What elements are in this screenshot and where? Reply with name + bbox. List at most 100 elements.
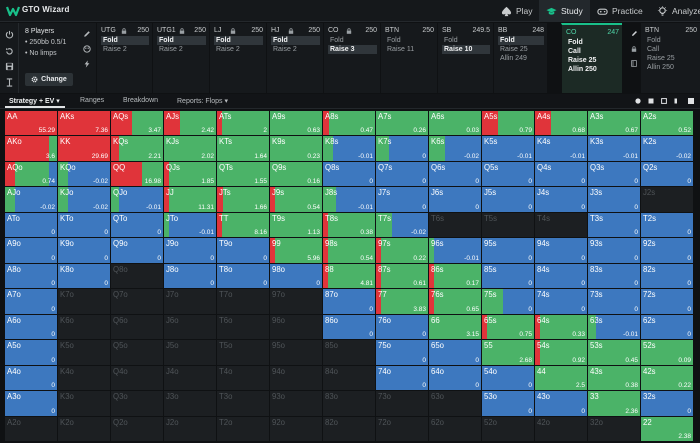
hand-cell[interactable]: KJo -0.02 [58, 187, 110, 212]
hand-cell[interactable]: 83s 0 [588, 263, 640, 289]
hand-cell[interactable]: 53o 0 [482, 391, 534, 416]
hand-cell[interactable]: A6o 0 [5, 314, 57, 340]
hand-cell[interactable]: 53s 0.45 [588, 340, 640, 365]
hand-cell[interactable]: 62o [429, 416, 481, 441]
hand-cell[interactable]: JJ 11.31 [164, 187, 216, 212]
hand-cell[interactable]: Q5s 0 [482, 161, 534, 187]
hand-cell[interactable]: A3s 0.67 [588, 111, 640, 136]
hand-cell[interactable]: 42s 0.22 [641, 365, 693, 391]
hand-cell[interactable]: T2o [217, 416, 269, 441]
book-icon[interactable] [631, 60, 637, 67]
hand-cell[interactable]: JTs 1.66 [217, 187, 269, 212]
hand-cell[interactable]: 43o 0 [535, 391, 587, 416]
hand-cell[interactable]: A5s 0.79 [482, 111, 534, 136]
hand-cell[interactable]: J6o [164, 314, 216, 340]
hand-cell[interactable]: 87s 0.61 [376, 263, 428, 289]
hand-cell[interactable]: 66 3.15 [429, 314, 481, 340]
hand-cell[interactable]: 92o [270, 416, 322, 441]
position-co-8[interactable]: CO 247 Fold Call Raise 25 Allin 250 [561, 23, 637, 93]
nav-analyze[interactable]: Analyze [650, 0, 700, 22]
hand-cell[interactable]: KK 29.69 [58, 136, 110, 161]
hand-cell[interactable]: 54s 0.92 [535, 340, 587, 365]
hand-cell[interactable]: T4s [535, 212, 587, 238]
hand-cell[interactable]: J9s 0.54 [270, 187, 322, 212]
action-option[interactable]: Fold [271, 36, 320, 45]
action-option[interactable]: Raise 11 [387, 46, 415, 53]
action-option[interactable]: Raise 3 [328, 45, 377, 54]
hand-cell[interactable]: Q5o [111, 340, 163, 365]
hand-cell[interactable]: KQs 2.21 [111, 136, 163, 161]
hand-cell[interactable]: J4o [164, 365, 216, 391]
hand-cell[interactable]: A4o 0 [5, 365, 57, 391]
hand-cell[interactable]: 86s 0.17 [429, 263, 481, 289]
hand-cell[interactable]: T9o 0 [217, 238, 269, 263]
hand-cell[interactable]: 87o 0 [323, 289, 375, 314]
tab-breakdown[interactable]: Breakdown [123, 97, 159, 104]
hand-cell[interactable]: T8s 0.38 [323, 212, 375, 238]
hand-cell[interactable]: Q6s 0 [429, 161, 481, 187]
hand-cell[interactable]: Q2o [111, 416, 163, 441]
action-option[interactable]: Raise 2 [273, 46, 297, 53]
hand-cell[interactable]: 22 2.38 [641, 416, 693, 441]
reset-icon[interactable] [5, 47, 14, 56]
hand-cell[interactable]: K9o 0 [58, 238, 110, 263]
action-option[interactable]: Fold [498, 36, 544, 45]
hand-cell[interactable]: K6o [58, 314, 110, 340]
hand-cell[interactable]: K8s -0.01 [323, 136, 375, 161]
hand-cell[interactable]: JTo -0.01 [164, 212, 216, 238]
hand-cell[interactable]: J9o 0 [164, 238, 216, 263]
action-option[interactable]: Raise 25 [500, 46, 528, 53]
logo-icon[interactable] [6, 4, 20, 18]
hand-cell[interactable]: 65s 0.75 [482, 314, 534, 340]
hand-cell[interactable]: Q3o [111, 391, 163, 416]
hand-cell[interactable]: A6s 0.03 [429, 111, 481, 136]
hand-cell[interactable]: J4s 0 [535, 187, 587, 212]
hand-cell[interactable]: Q9o 0 [111, 238, 163, 263]
hand-cell[interactable]: QTs 1.55 [217, 161, 269, 187]
hand-cell[interactable]: QJs 1.85 [164, 161, 216, 187]
lock-icon[interactable] [631, 46, 637, 52]
action-option[interactable]: Fold [214, 36, 263, 45]
hand-cell[interactable]: 85o [323, 340, 375, 365]
hand-cell[interactable]: A2o [5, 416, 57, 441]
hand-cell[interactable]: A4s 0.68 [535, 111, 587, 136]
tab-ranges[interactable]: Ranges [80, 97, 105, 104]
hand-cell[interactable]: K2o [58, 416, 110, 441]
hand-cell[interactable]: A8s 0.47 [323, 111, 375, 136]
action-option[interactable]: Allin 249 [500, 55, 527, 62]
tab-reports[interactable]: Reports: Flops ▾ [177, 97, 228, 105]
hand-cell[interactable]: 93o [270, 391, 322, 416]
hand-cell[interactable]: QTo 0 [111, 212, 163, 238]
hand-cell[interactable]: 82s 0 [641, 263, 693, 289]
hand-cell[interactable]: Q7s 0 [376, 161, 428, 187]
action-option[interactable]: Allin 250 [647, 64, 674, 71]
hand-cell[interactable]: 76s 0.65 [429, 289, 481, 314]
hand-cell[interactable]: 64o 0 [429, 365, 481, 391]
hand-cell[interactable]: Q8s 0 [323, 161, 375, 187]
hand-cell[interactable]: ATo 0 [5, 212, 57, 238]
hand-cell[interactable]: Q4s 0 [535, 161, 587, 187]
hand-cell[interactable]: J3o [164, 391, 216, 416]
hand-cell[interactable]: 52s 0.09 [641, 340, 693, 365]
hand-cell[interactable]: 75s 0 [482, 289, 534, 314]
hand-cell[interactable]: 96o [270, 314, 322, 340]
hand-cell[interactable]: T6o [217, 314, 269, 340]
hand-cell[interactable]: AKo 3.6 [5, 136, 57, 161]
position-btn-9[interactable]: BTN 250 Fold Call Raise 25 Allin 250 [640, 23, 700, 93]
solid-view-icon[interactable] [688, 98, 694, 104]
hand-cell[interactable]: Q2s 0 [641, 161, 693, 187]
action-option[interactable]: Call [647, 46, 660, 53]
hand-cell[interactable]: A9o 0 [5, 238, 57, 263]
hand-cell[interactable]: J8o 0 [164, 263, 216, 289]
hand-cell[interactable]: KJs 2.02 [164, 136, 216, 161]
hand-cell[interactable]: T7s -0.02 [376, 212, 428, 238]
hand-cell[interactable]: 55 2.68 [482, 340, 534, 365]
hand-cell[interactable]: QQ 16.98 [111, 161, 163, 187]
action-option[interactable]: Fold [101, 36, 149, 45]
hand-cell[interactable]: 73o [376, 391, 428, 416]
hand-cell[interactable]: J2s [641, 187, 693, 212]
hand-cell[interactable]: 96s -0.01 [429, 238, 481, 263]
power-icon[interactable] [5, 30, 14, 39]
position-utg-0[interactable]: UTG 250 Fold Raise 2 [96, 23, 152, 93]
hand-cell[interactable]: 92s 0 [641, 238, 693, 263]
